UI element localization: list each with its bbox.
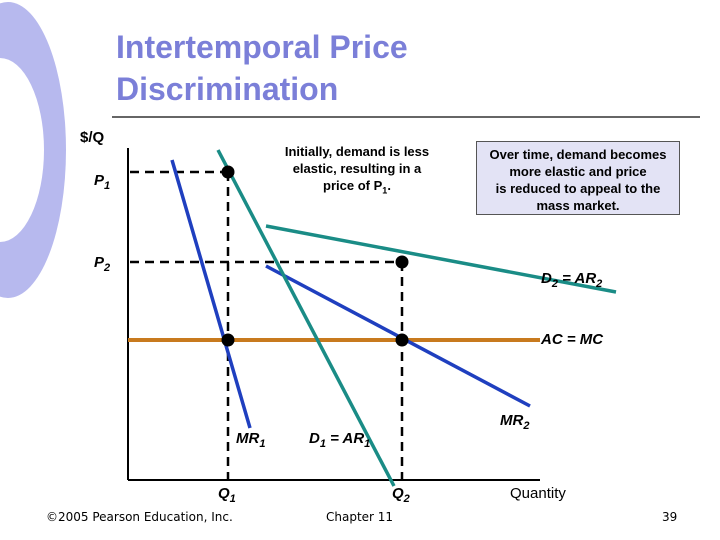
- decorative-circle-inner: [0, 58, 44, 242]
- initial-demand-callout-end: .: [387, 178, 391, 193]
- initial-demand-callout-text: Initially, demand is less elastic, resul…: [284, 144, 430, 193]
- curve-label-ac-mc: AC = MC: [540, 331, 604, 348]
- x-axis-label: Quantity: [510, 485, 566, 502]
- x-tick-label-q2: Q2: [392, 485, 410, 505]
- x-tick-label-q1: Q1: [218, 485, 236, 505]
- point-q1-mc: [221, 333, 235, 347]
- copyright-footer: ©2005 Pearson Education, Inc.: [46, 510, 233, 524]
- initial-demand-callout: Initially, demand is less elastic, resul…: [266, 142, 448, 198]
- curve-label-mr1: MR1: [236, 430, 265, 450]
- curve-label-d1-ar1: D1 = AR1: [309, 430, 370, 450]
- initial-demand-callout-subscript: 1: [382, 185, 388, 196]
- curve-label-mr2: MR2: [500, 412, 529, 432]
- y-tick-label-p2: P2: [94, 254, 110, 274]
- page-number: 39: [662, 510, 678, 524]
- slide-title: Intertemporal Price Discrimination: [116, 29, 408, 107]
- y-tick-label-p1: P1: [94, 172, 110, 192]
- point-q1-p1: [221, 165, 235, 179]
- curve-label-d2-ar2: D2 = AR2: [541, 270, 602, 290]
- point-q2-p2: [395, 255, 409, 269]
- mass-market-callout: Over time, demand becomes more elastic a…: [476, 141, 680, 215]
- point-q2-mc: [395, 333, 409, 347]
- mr1-curve: [170, 159, 252, 429]
- chapter-footer: Chapter 11: [326, 510, 394, 524]
- d2-ar2-curve: [265, 224, 617, 294]
- d1-ar1-curve: [216, 149, 396, 487]
- y-axis-label: $/Q: [80, 129, 105, 146]
